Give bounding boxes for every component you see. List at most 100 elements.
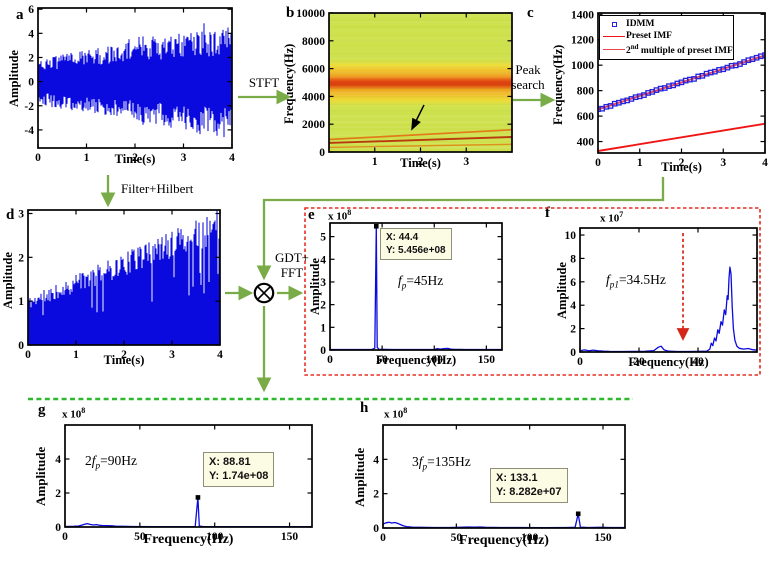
- plot-e-xlabel: Frequency(Hz): [375, 353, 457, 367]
- annotation-3fp: 3fp=135Hz: [412, 454, 471, 472]
- svg-text:1: 1: [84, 152, 90, 164]
- svg-text:0: 0: [595, 157, 601, 169]
- datatip-g: X: 88.81 Y: 1.74e+08: [203, 452, 275, 487]
- svg-text:0: 0: [28, 77, 34, 89]
- peak-search-label: Peak search: [511, 62, 545, 92]
- svg-text:50: 50: [451, 532, 463, 544]
- svg-text:4: 4: [55, 454, 61, 466]
- plot-g-2fp-spectrum: 0 50 100 150 0 2 4: [55, 424, 313, 543]
- svg-text:2: 2: [132, 152, 138, 164]
- plot-h-scale-label: x 108: [384, 406, 408, 421]
- plot-a-xlabel: Time(s): [114, 152, 156, 166]
- svg-text:2000: 2000: [302, 119, 325, 131]
- stft-label: STFT: [248, 75, 280, 90]
- svg-text:4000: 4000: [302, 91, 325, 103]
- svg-text:2: 2: [28, 52, 34, 64]
- plot-b-spectrogram: 1 2 3 0 2000 4000 6000 8000 10000: [296, 8, 513, 168]
- plot-a-raw-signal: 0 1 2 3 4 -4 -2 0 2 4 6: [24, 4, 235, 164]
- svg-text:1: 1: [372, 156, 378, 168]
- plot-f-xlabel: Frequency(Hz): [628, 355, 709, 369]
- svg-text:0: 0: [570, 347, 576, 359]
- svg-text:0: 0: [320, 345, 326, 357]
- plot-h-xlabel: Frequency(Hz): [459, 533, 549, 548]
- plot-h-ylabel: Amplitude: [352, 447, 367, 507]
- svg-text:6000: 6000: [302, 64, 325, 76]
- datatip-h: X: 133.1 Y: 8.282e+07: [490, 468, 568, 503]
- plot-c-frequency-tracking: 0 1 2 3 4 400 600 800 1000 1200 1400: [571, 9, 768, 169]
- svg-text:150: 150: [594, 532, 612, 544]
- svg-text:6: 6: [570, 277, 576, 289]
- svg-text:0: 0: [319, 147, 325, 159]
- filter-hilbert-label: Filter+Hilbert: [121, 181, 194, 196]
- svg-text:-2: -2: [24, 101, 34, 113]
- square-marker-icon: [602, 21, 626, 27]
- svg-text:3: 3: [18, 209, 24, 221]
- legend-idmm: IDMM Preset IMF 2nd multiple of preset I…: [599, 15, 734, 61]
- plot-d-envelope-signal: 0 1 2 3 4 0 1 2 3: [18, 209, 223, 361]
- svg-text:100: 100: [206, 531, 224, 543]
- panel-letter-d: d: [6, 207, 15, 223]
- svg-text:3: 3: [169, 349, 175, 361]
- legend-item-preset-imf: Preset IMF: [602, 30, 731, 42]
- svg-text:150: 150: [281, 531, 299, 543]
- svg-text:1: 1: [637, 157, 643, 169]
- svg-text:3: 3: [181, 152, 187, 164]
- annotation-2fp: 2fp=90Hz: [85, 453, 137, 471]
- svg-text:1: 1: [18, 296, 24, 308]
- svg-text:1: 1: [320, 322, 326, 334]
- svg-text:4: 4: [229, 152, 235, 164]
- svg-text:100: 100: [521, 532, 539, 544]
- panel-letter-a: a: [16, 7, 24, 23]
- svg-text:-4: -4: [24, 125, 34, 137]
- annotation-fp: fp=45Hz: [398, 273, 444, 291]
- plot-b-xlabel: Time(s): [400, 156, 441, 170]
- legend-item-idmm: IDMM: [602, 18, 731, 30]
- gdt-fft-label: GDT+ FFT: [274, 250, 310, 280]
- legend-item-2nd-multiple: 2nd multiple of preset IMF: [602, 43, 733, 58]
- svg-text:0: 0: [25, 349, 31, 361]
- svg-text:400: 400: [577, 137, 595, 149]
- svg-text:1000: 1000: [571, 60, 594, 72]
- svg-text:2: 2: [55, 488, 61, 500]
- svg-text:50: 50: [134, 531, 146, 543]
- plot-a-ylabel: Amplitude: [7, 50, 21, 107]
- plot-g-xlabel: Frequency(Hz): [143, 532, 234, 547]
- svg-text:4: 4: [28, 28, 34, 40]
- svg-text:3: 3: [463, 156, 469, 168]
- svg-text:600: 600: [577, 111, 595, 123]
- svg-text:10: 10: [565, 230, 577, 242]
- datatip-e: X: 44.4 Y: 5.456e+08: [380, 228, 452, 260]
- multiply-circle-icon: [253, 282, 275, 304]
- panel-letter-b: b: [286, 5, 295, 21]
- panel-letter-c: c: [527, 5, 534, 21]
- plot-f-ylabel: Amplitude: [555, 262, 569, 319]
- red-line-icon: [602, 36, 626, 38]
- svg-text:0: 0: [62, 531, 68, 543]
- plot-g-scale-label: x 108: [62, 406, 86, 421]
- annotation-fp1: fp1=34.5Hz: [606, 272, 666, 290]
- svg-text:2: 2: [121, 349, 127, 361]
- svg-text:0: 0: [55, 522, 61, 534]
- svg-text:2: 2: [679, 157, 685, 169]
- svg-text:4: 4: [762, 157, 768, 169]
- svg-text:3: 3: [720, 157, 726, 169]
- svg-text:2: 2: [570, 324, 576, 336]
- svg-text:4: 4: [373, 454, 379, 466]
- plot-d-ylabel: Amplitude: [1, 252, 15, 309]
- svg-text:2: 2: [373, 489, 379, 501]
- svg-text:1: 1: [73, 349, 79, 361]
- plot-c-xlabel: Time(s): [661, 160, 702, 174]
- svg-text:1400: 1400: [571, 9, 594, 21]
- svg-text:6: 6: [28, 4, 34, 16]
- svg-text:2: 2: [18, 252, 24, 264]
- svg-text:8: 8: [570, 253, 576, 265]
- svg-text:4: 4: [570, 300, 576, 312]
- plot-g-ylabel: Amplitude: [33, 446, 48, 506]
- svg-text:10000: 10000: [296, 8, 325, 20]
- svg-text:5: 5: [320, 232, 326, 244]
- panel-letter-h: h: [360, 400, 369, 416]
- svg-text:1200: 1200: [571, 35, 594, 47]
- svg-text:0: 0: [18, 340, 24, 352]
- svg-text:0: 0: [373, 523, 379, 535]
